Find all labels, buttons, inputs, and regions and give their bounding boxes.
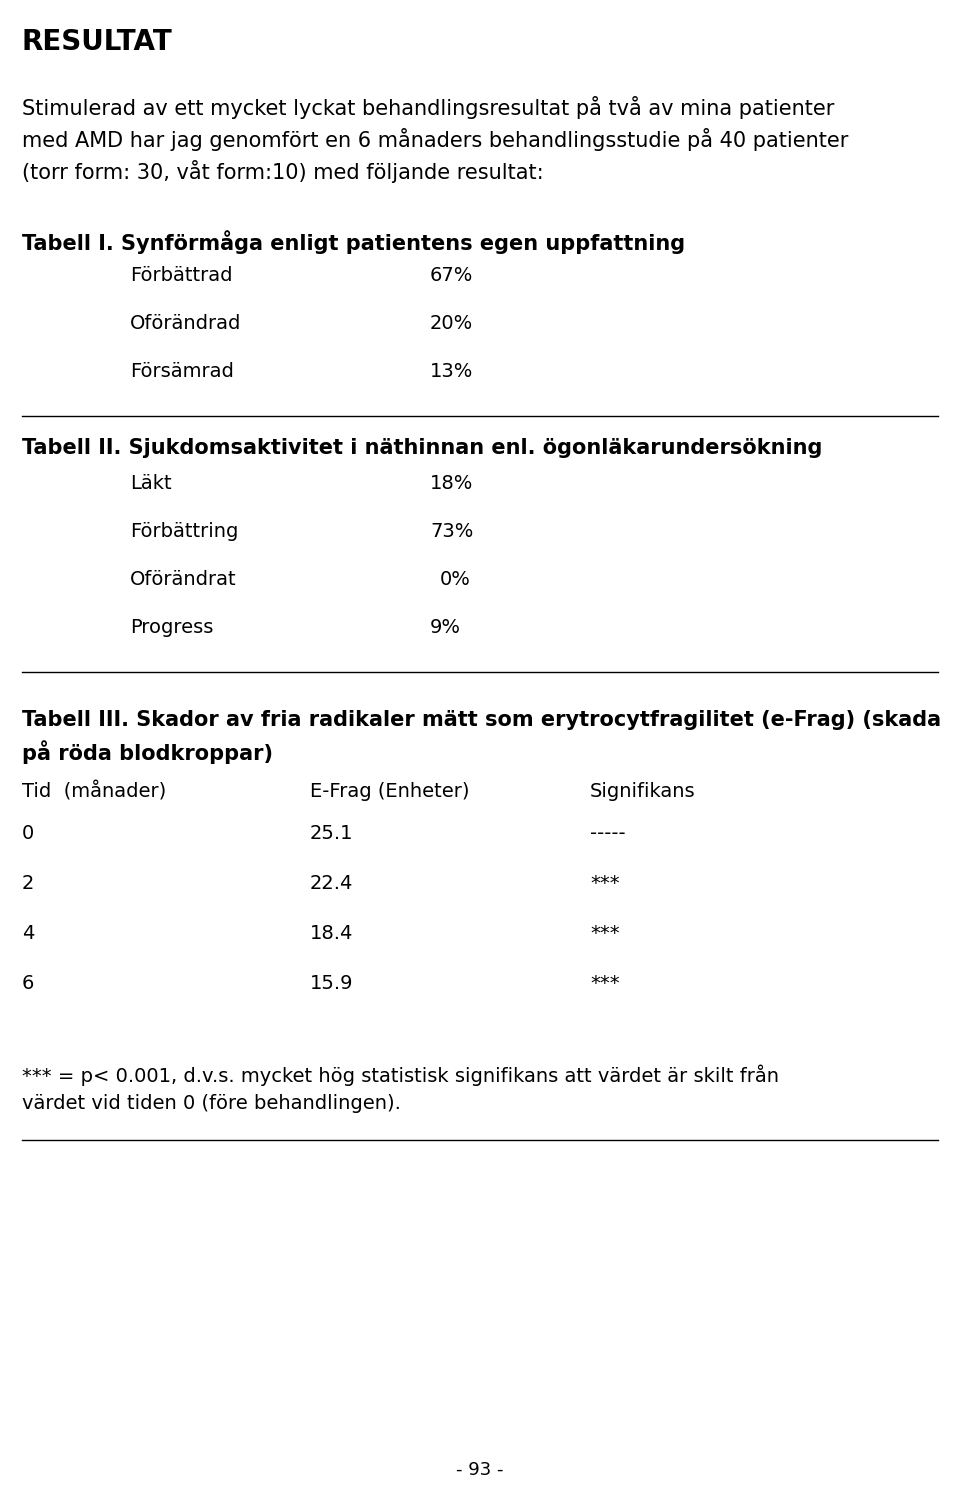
Text: ***: ***	[590, 874, 619, 893]
Text: ***: ***	[590, 973, 619, 993]
Text: värdet vid tiden 0 (före behandlingen).: värdet vid tiden 0 (före behandlingen).	[22, 1094, 401, 1114]
Text: RESULTAT: RESULTAT	[22, 29, 173, 56]
Text: -----: -----	[590, 824, 626, 844]
Text: Signifikans: Signifikans	[590, 782, 696, 801]
Text: 67%: 67%	[430, 266, 473, 285]
Text: Tabell II. Sjukdomsaktivitet i näthinnan enl. ögonläkarundersökning: Tabell II. Sjukdomsaktivitet i näthinnan…	[22, 438, 823, 459]
Text: med AMD har jag genomfört en 6 månaders behandlingsstudie på 40 patienter: med AMD har jag genomfört en 6 månaders …	[22, 128, 849, 151]
Text: 0: 0	[22, 824, 35, 844]
Text: på röda blodkroppar): på röda blodkroppar)	[22, 739, 273, 764]
Text: 6: 6	[22, 973, 35, 993]
Text: 25.1: 25.1	[310, 824, 353, 844]
Text: Stimulerad av ett mycket lyckat behandlingsresultat på två av mina patienter: Stimulerad av ett mycket lyckat behandli…	[22, 97, 834, 119]
Text: ***: ***	[590, 924, 619, 943]
Text: 20%: 20%	[430, 314, 473, 333]
Text: Tid  (månader): Tid (månader)	[22, 782, 166, 801]
Text: Tabell III. Skador av fria radikaler mätt som erytrocytfragilitet (e-Frag) (skad: Tabell III. Skador av fria radikaler mät…	[22, 711, 941, 730]
Text: 4: 4	[22, 924, 35, 943]
Text: E-Frag (Enheter): E-Frag (Enheter)	[310, 782, 469, 801]
Text: 9%: 9%	[430, 619, 461, 637]
Text: 13%: 13%	[430, 362, 473, 380]
Text: 0%: 0%	[440, 570, 470, 589]
Text: 18%: 18%	[430, 474, 473, 493]
Text: Förbättring: Förbättring	[130, 522, 238, 542]
Text: Oförändrad: Oförändrad	[130, 314, 241, 333]
Text: Tabell I. Synförmåga enligt patientens egen uppfattning: Tabell I. Synförmåga enligt patientens e…	[22, 229, 685, 254]
Text: 15.9: 15.9	[310, 973, 353, 993]
Text: Försämrad: Försämrad	[130, 362, 234, 380]
Text: (torr form: 30, våt form:10) med följande resultat:: (torr form: 30, våt form:10) med följand…	[22, 160, 543, 183]
Text: 73%: 73%	[430, 522, 473, 542]
Text: *** = p< 0.001, d.v.s. mycket hög statistisk signifikans att värdet är skilt frå: *** = p< 0.001, d.v.s. mycket hög statis…	[22, 1064, 779, 1085]
Text: Oförändrat: Oförändrat	[130, 570, 236, 589]
Text: 22.4: 22.4	[310, 874, 353, 893]
Text: - 93 -: - 93 -	[456, 1461, 504, 1479]
Text: 2: 2	[22, 874, 35, 893]
Text: Progress: Progress	[130, 619, 213, 637]
Text: Läkt: Läkt	[130, 474, 172, 493]
Text: Förbättrad: Förbättrad	[130, 266, 232, 285]
Text: 18.4: 18.4	[310, 924, 353, 943]
